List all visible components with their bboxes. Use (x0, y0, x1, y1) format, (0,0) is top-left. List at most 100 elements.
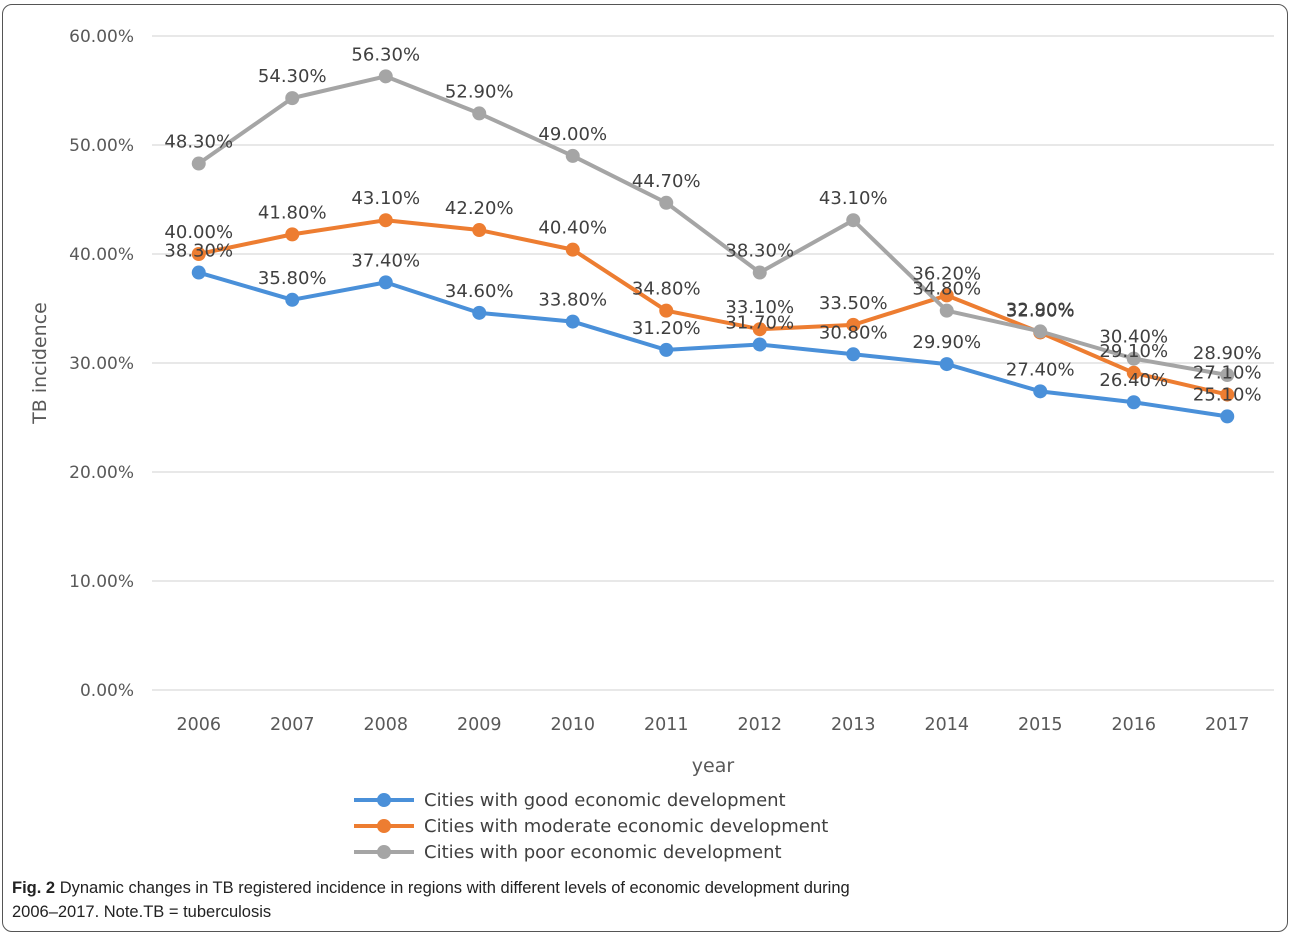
data-point (378, 69, 393, 84)
data-label: 43.10% (819, 188, 888, 209)
line-chart: 0.00% 10.00% 20.00% 30.00% 40.00% 50.00% 60.00… (29, 27, 1274, 863)
data-label: 27.40% (1006, 359, 1075, 380)
data-label: 25.10% (1193, 384, 1262, 405)
data-label: 35.80% (258, 268, 327, 289)
data-label: 36.20% (912, 263, 981, 284)
y-tick-label: 0.00% (80, 681, 134, 701)
y-tick-label: 50.00% (69, 136, 134, 156)
data-point (939, 303, 954, 318)
y-tick-label: 30.00% (69, 354, 134, 374)
data-point (1126, 365, 1141, 380)
data-label: 32.80% (1006, 300, 1075, 321)
data-point (191, 156, 206, 171)
series-line (196, 270, 1230, 419)
series-line (196, 74, 1230, 377)
data-point (1033, 324, 1048, 339)
x-axis-title: year (692, 755, 735, 777)
data-label: 38.30% (725, 241, 794, 262)
data-point (472, 106, 487, 121)
legend-marker (377, 845, 391, 859)
data-label: 30.80% (819, 322, 888, 343)
data-point (1220, 409, 1235, 424)
data-label: 27.10% (1193, 363, 1262, 384)
y-tick-label: 40.00% (69, 245, 134, 265)
data-label: 38.30% (164, 241, 233, 262)
x-tick-label: 2011 (644, 715, 689, 735)
data-point (659, 195, 674, 210)
data-point (378, 275, 393, 290)
data-label: 34.80% (912, 279, 981, 300)
data-point (846, 317, 861, 332)
data-point (1126, 395, 1141, 410)
x-tick-label: 2007 (270, 715, 315, 735)
x-tick-label: 2013 (831, 715, 876, 735)
data-point (285, 227, 300, 242)
series-line (196, 218, 1230, 397)
x-tick-label: 2009 (457, 715, 502, 735)
data-label: 33.80% (538, 290, 607, 311)
data-label: 34.60% (445, 281, 514, 302)
figure-frame (2, 4, 1288, 932)
data-label: 43.10% (351, 188, 420, 209)
data-label: 29.90% (912, 332, 981, 353)
data-point (1220, 387, 1235, 402)
x-tick-label: 2016 (1111, 715, 1156, 735)
data-label: 52.90% (445, 81, 514, 102)
data-point (191, 247, 206, 261)
data-point (846, 213, 861, 228)
data-point (659, 342, 674, 357)
data-point (565, 148, 580, 163)
data-label: 28.90% (1193, 343, 1262, 364)
x-tick-label: 2012 (737, 715, 782, 735)
data-point (1220, 367, 1235, 382)
data-label: 34.80% (632, 279, 701, 300)
data-point (1033, 384, 1048, 399)
x-tick-label: 2014 (924, 715, 969, 735)
data-label: 29.10% (1099, 341, 1168, 362)
y-tick-label: 20.00% (69, 463, 134, 483)
y-tick-label: 60.00% (69, 27, 134, 47)
figure-caption: Fig. 2 Dynamic changes in TB registered … (12, 876, 1212, 924)
data-point (285, 91, 300, 106)
x-tick-label: 2006 (176, 715, 221, 735)
data-label: 33.10% (725, 297, 794, 318)
data-point (1126, 351, 1141, 366)
data-point (472, 223, 487, 238)
data-label: 40.40% (538, 218, 607, 239)
data-label: 48.30% (164, 132, 233, 153)
data-point (565, 242, 580, 257)
data-label: 32.90% (1006, 299, 1075, 320)
data-point (191, 265, 206, 280)
data-point (285, 292, 300, 307)
data-point (752, 337, 767, 352)
y-axis-title: TB incidence (29, 302, 51, 425)
data-label: 26.40% (1099, 370, 1168, 391)
legend-marker (377, 793, 391, 807)
data-label: 31.20% (632, 318, 701, 339)
data-label: 37.40% (351, 250, 420, 271)
caption-text-line2: 2006–2017. Note.TB = tuberculosis (12, 903, 272, 921)
data-label: 42.20% (445, 198, 514, 219)
x-tick-label: 2017 (1205, 715, 1250, 735)
x-tick-label: 2008 (363, 715, 408, 735)
data-label: 31.70% (725, 312, 794, 333)
legend-label: Cities with moderate economic developmen… (424, 816, 828, 837)
data-label: 44.70% (632, 171, 701, 192)
data-point (939, 288, 954, 303)
legend-label: Cities with poor economic development (424, 842, 782, 863)
data-label: 49.00% (538, 124, 607, 145)
data-label: 33.50% (819, 293, 888, 314)
legend-label: Cities with good economic development (424, 790, 786, 811)
data-label: 40.00% (164, 222, 233, 243)
data-point (378, 213, 393, 228)
x-tick-label: 2010 (550, 715, 595, 735)
data-label: 54.30% (258, 66, 327, 87)
figure-label: Fig. 2 (12, 879, 56, 897)
data-label: 56.30% (351, 44, 420, 65)
data-point (565, 314, 580, 329)
data-point (846, 347, 861, 362)
data-point (659, 303, 674, 318)
data-point (752, 322, 767, 337)
data-label: 41.80% (258, 202, 327, 223)
x-tick-label: 2015 (1018, 715, 1063, 735)
